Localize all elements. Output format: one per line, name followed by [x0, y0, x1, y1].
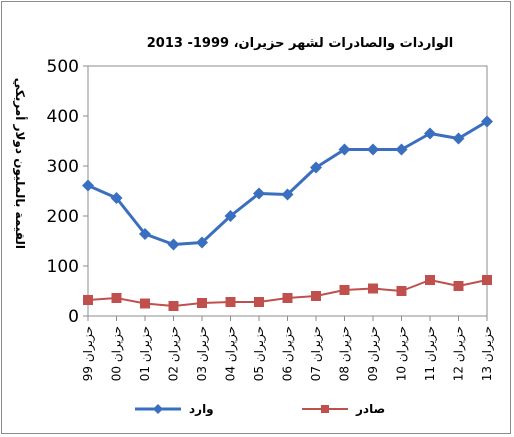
- x-tick-label: حزيران 11: [423, 326, 438, 381]
- x-tick-label: حزيران 08: [338, 326, 353, 381]
- x-tick-label: حزيران 10: [395, 326, 410, 381]
- y-tick-label: 100: [47, 257, 79, 277]
- point-exports-10: [368, 283, 378, 294]
- x-tick-label: حزيران 00: [110, 326, 125, 381]
- y-tick-label: 500: [47, 57, 79, 77]
- point-imports-6: [253, 187, 265, 200]
- legend-swatch-exports: [302, 405, 348, 413]
- point-exports-13: [453, 281, 464, 291]
- point-exports-5: [225, 297, 236, 307]
- point-imports-5: [224, 210, 237, 222]
- point-imports-10: [367, 143, 379, 156]
- x-tick-label: حزيران 12: [452, 326, 467, 381]
- point-exports-7: [282, 293, 293, 303]
- point-exports-11: [396, 286, 407, 296]
- point-exports-14: [482, 275, 492, 285]
- x-tick-label: حزيران 06: [281, 326, 296, 381]
- legend-label-imports: وارد: [189, 402, 214, 416]
- point-exports-1: [111, 293, 122, 303]
- point-exports-3: [168, 301, 179, 311]
- point-imports-12: [424, 127, 436, 140]
- point-exports-12: [425, 275, 435, 285]
- point-imports-2: [139, 228, 151, 240]
- x-tick-label: حزيران 99: [81, 326, 96, 381]
- legend-swatch-imports: [135, 404, 181, 414]
- point-imports-13: [452, 132, 465, 145]
- point-exports-9: [339, 285, 350, 295]
- point-imports-8: [310, 161, 322, 174]
- point-exports-4: [197, 298, 207, 308]
- x-tick-label: حزيران 13: [480, 326, 495, 381]
- point-imports-1: [110, 192, 123, 204]
- y-tick-label: 400: [47, 107, 79, 127]
- point-imports-7: [281, 188, 294, 201]
- series-line-0: [87, 120, 488, 246]
- legend-label-exports: صادر: [356, 402, 386, 416]
- point-imports-11: [395, 143, 408, 156]
- legend-item-exports: صادر: [300, 402, 385, 416]
- x-tick-label: حزيران 09: [366, 326, 381, 381]
- x-tick-label: حزيران 03: [195, 326, 210, 381]
- y-tick-label: 300: [47, 157, 79, 177]
- point-exports-8: [311, 291, 321, 301]
- x-tick-label: حزيران 02: [167, 326, 182, 381]
- point-exports-6: [254, 297, 264, 307]
- legend-item-imports: وارد: [133, 402, 214, 416]
- y-tick-label: 200: [47, 207, 79, 227]
- x-tick-label: حزيران 01: [138, 326, 153, 381]
- x-tick-label: حزيران 05: [252, 326, 267, 381]
- point-imports-4: [196, 236, 208, 249]
- point-imports-3: [167, 238, 180, 251]
- point-imports-9: [338, 143, 351, 156]
- point-exports-2: [140, 298, 150, 309]
- x-tick-label: حزيران 07: [309, 326, 324, 381]
- x-tick-label: حزيران 04: [224, 326, 239, 381]
- point-imports-14: [481, 115, 493, 128]
- y-tick-label: 0: [68, 307, 79, 327]
- point-exports-0: [83, 295, 93, 305]
- chart-title: الواردات والصادرات لشهر حزيران، 1999- 20…: [146, 36, 454, 51]
- point-imports-0: [82, 179, 94, 192]
